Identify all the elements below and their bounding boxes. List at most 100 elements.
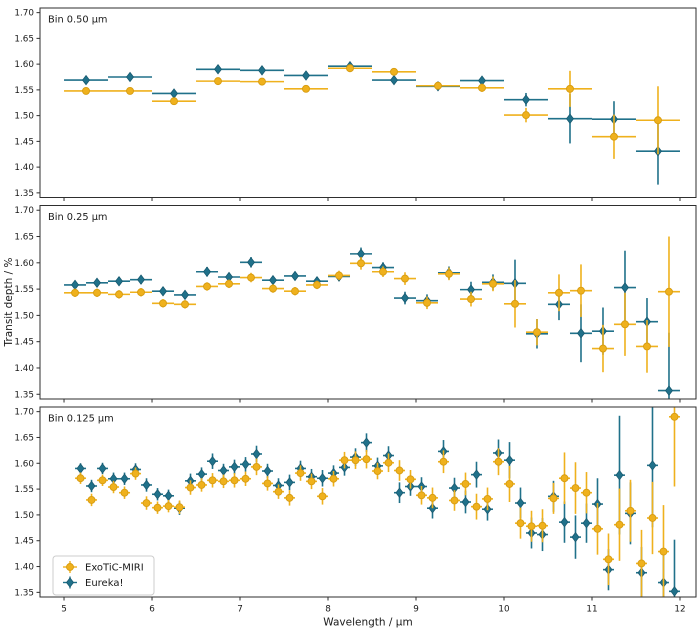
exotic-data-point: [489, 279, 497, 288]
exotic-data-point: [120, 488, 129, 497]
exotic-data-point: [87, 495, 96, 504]
panel-bin-label: Bin 0.25 μm: [48, 212, 107, 223]
panel-bin-label: Bin 0.125 μm: [48, 414, 114, 425]
exotic-data-point: [505, 479, 514, 488]
exotic-data-point: [252, 462, 261, 471]
exotic-data-point: [560, 474, 569, 483]
exotic-data-point: [615, 520, 624, 529]
eureka-data-point: [648, 460, 657, 471]
y-tick-label: 1.60: [14, 459, 34, 469]
series-exotic: [64, 236, 680, 373]
y-tick-label: 1.45: [14, 537, 34, 547]
exotic-data-point: [384, 458, 393, 467]
exotic-data-point: [76, 474, 85, 483]
x-tick-label: 10: [498, 605, 510, 615]
exotic-data-point: [318, 492, 327, 501]
eureka-data-point: [615, 469, 624, 481]
eureka-data-point: [71, 279, 80, 291]
eureka-data-point: [582, 517, 591, 529]
exotic-data-point: [555, 288, 563, 297]
eureka-legend-marker-icon: [65, 577, 75, 588]
exotic-data-point: [203, 282, 211, 291]
exotic-data-point: [285, 493, 294, 502]
eureka-data-point: [241, 459, 250, 470]
exotic-data-point: [346, 64, 354, 73]
x-tick-label: 9: [413, 605, 419, 615]
eureka-data-point: [302, 70, 311, 81]
eureka-data-point: [670, 586, 679, 597]
exotic-data-point: [335, 271, 343, 280]
exotic-data-point: [571, 484, 580, 493]
exotic-data-point: [219, 477, 228, 486]
exotic-data-point: [263, 479, 272, 488]
eureka-data-point: [571, 531, 580, 543]
eureka-data-point: [400, 292, 410, 304]
exotic-data-point: [208, 476, 217, 485]
exotic-data-point: [522, 111, 530, 120]
y-tick-label: 1.65: [14, 233, 34, 243]
eureka-data-point: [516, 497, 525, 509]
eureka-data-point: [247, 257, 256, 268]
y-tick-label: 1.35: [14, 189, 34, 199]
exotic-data-point: [390, 67, 398, 76]
y-tick-label: 1.65: [14, 34, 34, 44]
eureka-data-point: [76, 463, 85, 474]
eureka-data-point: [291, 270, 300, 282]
legend-item-eureka: Eureka!: [63, 576, 123, 589]
y-tick-label: 1.50: [14, 112, 34, 122]
y-axis-label: Transit depth / %: [3, 258, 15, 348]
exotic-data-point: [269, 284, 277, 293]
exotic-data-point: [626, 506, 635, 515]
eureka-data-point: [115, 275, 124, 287]
exotic-data-point: [313, 280, 321, 289]
legend-frame: [52, 555, 155, 596]
exotic-data-point: [577, 286, 585, 295]
exotic-data-point: [648, 514, 657, 522]
eureka-data-point: [87, 480, 96, 492]
exotic-data-point: [654, 116, 662, 125]
legend-label: ExoTiC-MIRI: [85, 563, 144, 574]
exotic-data-point: [373, 467, 382, 475]
exotic-data-point: [582, 488, 591, 497]
exotic-data-point: [357, 259, 365, 268]
panel-frame: [39, 406, 697, 598]
x-tick-label: 12: [674, 605, 685, 615]
eureka-data-point: [197, 468, 206, 480]
y-tick-label: 1.65: [14, 433, 34, 443]
exotic-data-point: [516, 519, 525, 528]
exotic-legend-marker-icon: [66, 563, 74, 571]
eureka-data-point: [208, 455, 217, 467]
exotic-data-point: [241, 474, 250, 483]
exotic-data-point: [434, 81, 442, 90]
exotic-data-point: [423, 298, 431, 307]
exotic-data-point: [599, 344, 607, 353]
eureka-data-point: [269, 274, 278, 286]
eureka-data-point: [159, 285, 168, 297]
exotic-data-point: [225, 279, 233, 288]
eureka-data-point: [252, 448, 261, 460]
eureka-data-point: [263, 465, 272, 477]
eureka-data-point: [285, 477, 294, 488]
x-tick-label: 8: [325, 605, 331, 615]
exotic-data-point: [445, 269, 453, 278]
y-tick-label: 1.70: [14, 408, 34, 418]
eureka-data-point: [461, 496, 470, 508]
eureka-data-point: [505, 454, 514, 466]
exotic-data-point: [450, 496, 459, 505]
y-tick-label: 1.35: [14, 588, 34, 598]
panel-bin-0.125um: 1.35 1.40 1.45 1.50 1.55 1.60 1.65 1.70 5 6 7 8 9 10 1…: [14, 406, 697, 615]
exotic-data-point: [621, 320, 629, 329]
legend-label: Eureka!: [85, 578, 123, 589]
x-tick-label: 11: [586, 605, 597, 615]
exotic-data-point: [538, 521, 547, 530]
exotic-data-point: [483, 494, 492, 503]
eureka-data-point: [219, 465, 228, 476]
series-exotic: [75, 407, 680, 597]
y-tick-label: 1.50: [14, 511, 34, 521]
series-eureka: [64, 60, 680, 185]
x-tick-label: 5: [61, 605, 67, 615]
exotic-data-point: [186, 483, 195, 492]
exotic-data-point: [527, 522, 536, 531]
eureka-data-point: [181, 289, 190, 301]
